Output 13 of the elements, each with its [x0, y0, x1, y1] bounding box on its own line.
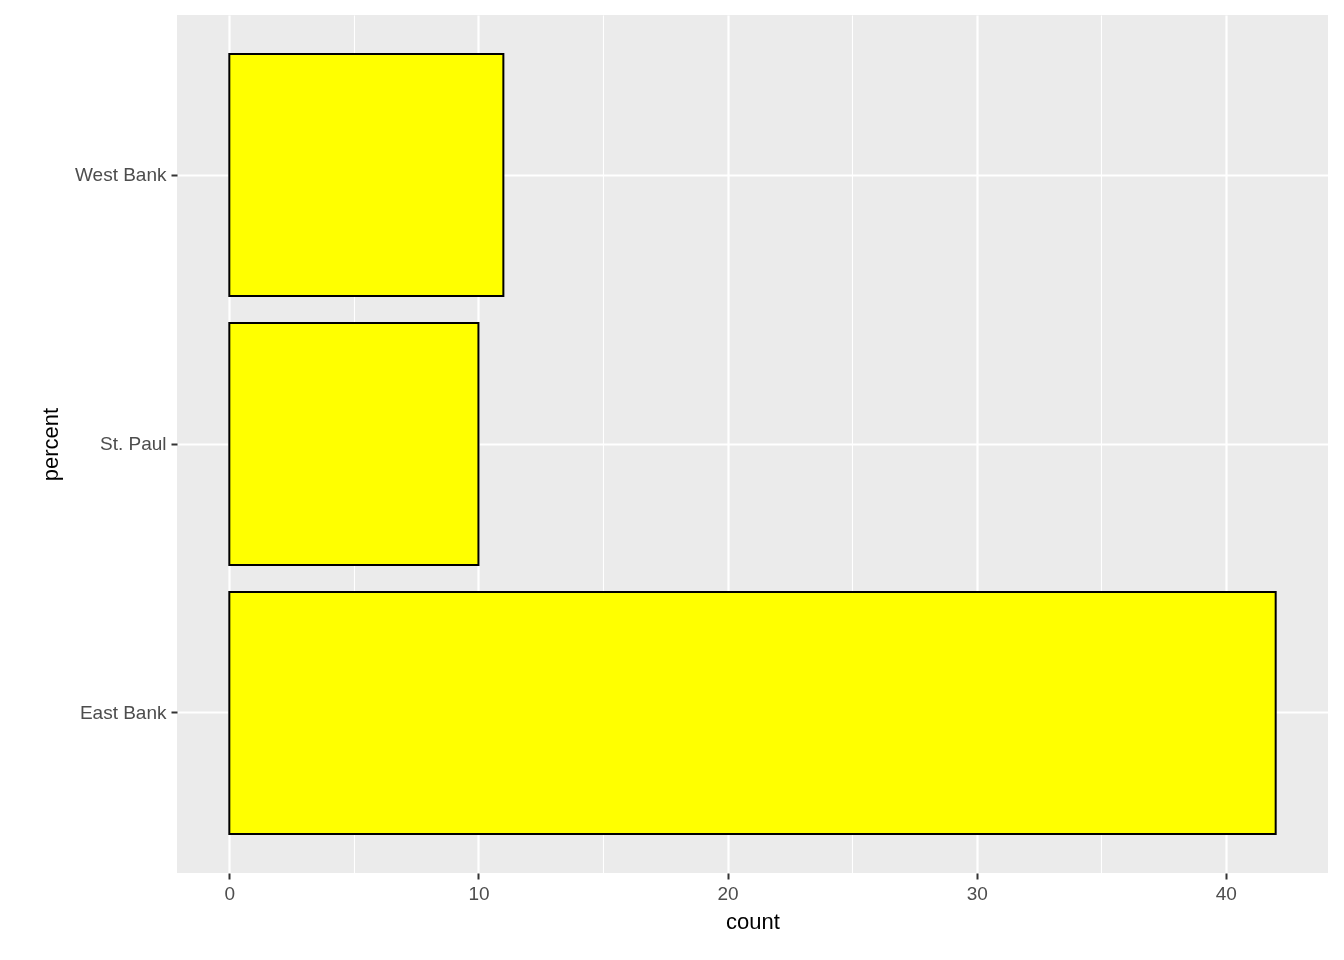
- y-axis-title: percent: [37, 407, 63, 482]
- x-axis-title: count: [726, 908, 780, 934]
- x-tick-label: 20: [717, 882, 739, 904]
- x-tick-label: 40: [1215, 882, 1237, 904]
- bar: [228, 53, 505, 298]
- bar: [228, 590, 1277, 835]
- y-tick-label: St. Paul: [99, 433, 167, 454]
- bar: [228, 321, 480, 567]
- x-tick-label: 30: [966, 882, 988, 904]
- x-tick-label: 10: [468, 882, 490, 904]
- y-tick-label: East Bank: [79, 701, 167, 723]
- x-tick-label: 0: [224, 882, 236, 904]
- y-tick-label: West Bank: [74, 164, 167, 186]
